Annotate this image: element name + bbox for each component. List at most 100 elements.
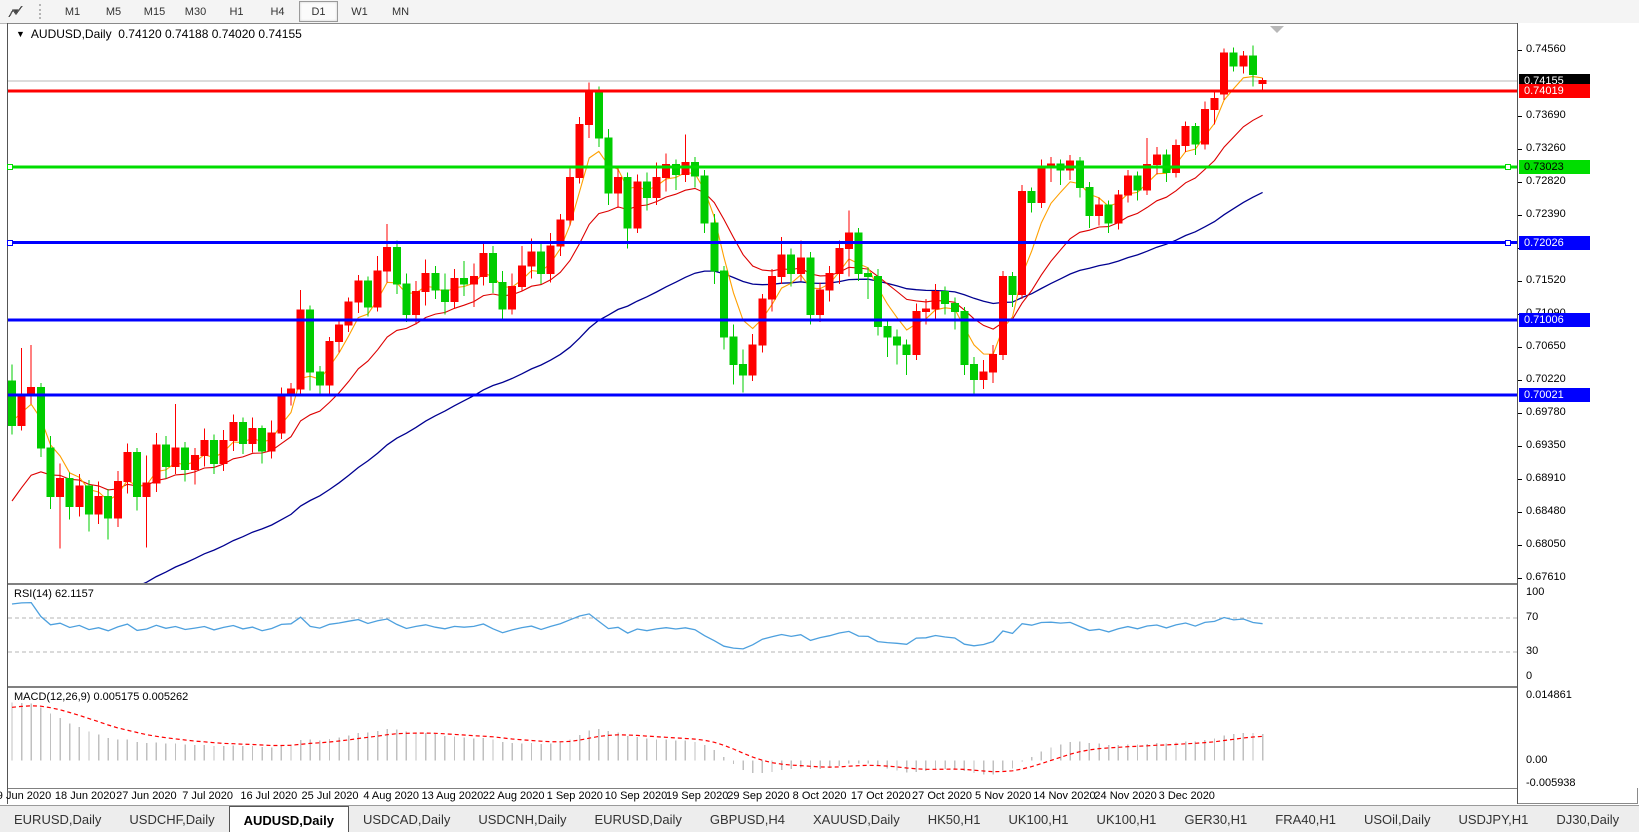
- price-badge-support-line-3: 0.70021: [1519, 387, 1590, 402]
- price-tick-label: 0.73260: [1526, 141, 1566, 154]
- price-tick-label: 0.67610: [1526, 571, 1566, 583]
- timeframe-button-m30[interactable]: M30: [184, 5, 207, 18]
- chart-tab-gbpusd-h4[interactable]: GBPUSD,H4: [709, 812, 786, 827]
- date-tick-label: 16 Jul 2020: [240, 790, 298, 802]
- date-tick-label: 1 Sep 2020: [546, 790, 603, 802]
- date-tick-label: 18 Jun 2020: [54, 790, 116, 802]
- price-badge-support-line-green: 0.73023: [1519, 159, 1590, 174]
- timeframe-toolbar: ▼ M1 M5 M15 M30 H1 H4 D1 W1 MN: [0, 0, 1639, 24]
- price-chart[interactable]: [8, 40, 1517, 583]
- window-left-border: [7, 23, 8, 804]
- line-handle[interactable]: [1505, 163, 1511, 170]
- chart-tab-fra40-h1[interactable]: FRA40,H1: [1275, 812, 1336, 827]
- line-handle[interactable]: [7, 239, 13, 246]
- line-handle[interactable]: [7, 163, 13, 170]
- rsi-axis-label: 70: [1526, 611, 1539, 624]
- timeframe-button-h4[interactable]: H4: [270, 5, 285, 18]
- chart-tab-usdcad-daily[interactable]: USDCAD,Daily: [362, 812, 451, 827]
- axis-tick: [1518, 511, 1522, 513]
- date-tick-label: 4 Aug 2020: [363, 790, 420, 802]
- chart-symbol-label: AUDUSD,Daily: [30, 27, 112, 41]
- chevron-down-icon[interactable]: ▼: [12, 6, 20, 16]
- axis-tick: [1518, 413, 1522, 415]
- price-tick-label: 0.68480: [1526, 504, 1566, 517]
- timeframe-button-m1[interactable]: M1: [64, 5, 81, 18]
- chart-tabs-bar: EURUSD,Daily USDCHF,Daily AUDUSD,Daily USDC…: [0, 805, 1639, 832]
- axis-tick: [1518, 578, 1522, 579]
- chart-tab-ger30-h1[interactable]: GER30,H1: [1184, 812, 1248, 827]
- macd-axis-label: 0.014861: [1526, 689, 1572, 701]
- price-tick-label: 0.69350: [1526, 438, 1566, 451]
- chart-title: ▼ AUDUSD,Daily 0.74120 0.74188 0.74020 0.…: [16, 27, 302, 41]
- date-tick-label: 7 Jul 2020: [182, 790, 233, 802]
- chart-tab-china300-h1[interactable]: CHINA300,H1: [1633, 806, 1639, 832]
- line-handle[interactable]: [1505, 239, 1511, 246]
- chart-tab-hk50-h1[interactable]: HK50,H1: [927, 812, 981, 827]
- price-tick-label: 0.68050: [1526, 537, 1566, 550]
- date-tick-label: 22 Aug 2020: [482, 790, 545, 802]
- price-tick-label: 0.71520: [1526, 273, 1566, 286]
- axis-separator[interactable]: [1517, 23, 1518, 804]
- price-tick-label: 0.73690: [1526, 109, 1566, 122]
- macd-label: MACD(12,26,9) 0.005175 0.005262: [14, 691, 189, 703]
- price-tick-label: 0.70650: [1526, 340, 1566, 353]
- price-badge-support-line-1: 0.72026: [1519, 235, 1590, 250]
- price-badge-support-line-2: 0.71006: [1519, 313, 1590, 327]
- axis-tick: [1518, 544, 1522, 546]
- price-tick-label: 0.72390: [1526, 207, 1566, 220]
- axis-tick: [1518, 479, 1522, 481]
- chart-tab-usoil-daily[interactable]: USOil,Daily: [1364, 812, 1431, 827]
- axis-tick: [1518, 445, 1522, 447]
- chart-tab-dj30-daily[interactable]: DJ30,Daily: [1556, 812, 1620, 827]
- line-studies-icon[interactable]: ▼: [3, 2, 29, 21]
- price-tick-label: 0.70220: [1526, 372, 1566, 385]
- rsi-label: RSI(14) 62.1157: [14, 588, 94, 600]
- chart-tab-usdchf-daily[interactable]: USDCHF,Daily: [129, 812, 215, 827]
- date-tick-label: 25 Jul 2020: [301, 790, 359, 802]
- timeframe-button-m5[interactable]: M5: [105, 5, 122, 18]
- date-tick-label: 13 Aug 2020: [421, 790, 484, 802]
- chart-tab-uk100-h1[interactable]: UK100,H1: [1008, 812, 1069, 827]
- price-tick-label: 0.74560: [1526, 43, 1566, 55]
- axis-tick: [1518, 280, 1522, 282]
- timeframe-button-w1[interactable]: W1: [351, 5, 368, 18]
- macd-chart[interactable]: [8, 688, 1517, 788]
- timeframe-button-h1[interactable]: H1: [229, 5, 244, 18]
- rsi-axis-label: 30: [1526, 644, 1539, 657]
- chart-tab-usdcnh-daily[interactable]: USDCNH,Daily: [478, 812, 567, 827]
- chart-tab-eurusd-daily[interactable]: EURUSD,Daily: [594, 812, 682, 827]
- date-tick-label: 27 Jun 2020: [116, 790, 177, 802]
- date-tick-label: 29 Sep 2020: [727, 790, 790, 802]
- timeframe-button-mn[interactable]: MN: [391, 5, 410, 18]
- axis-tick: [1518, 347, 1522, 349]
- date-tick-label: 10 Sep 2020: [604, 790, 668, 802]
- price-badge-resistance-line: 0.74019: [1519, 84, 1590, 99]
- timeframe-button-d1[interactable]: D1: [299, 1, 338, 22]
- chart-tab-uk100-h1[interactable]: UK100,H1: [1096, 812, 1157, 827]
- rsi-chart[interactable]: [8, 585, 1517, 686]
- price-axis[interactable]: 0.745600.736900.732600.728200.723900.719…: [1518, 23, 1639, 789]
- toolbar-grip[interactable]: [39, 4, 46, 19]
- panel-separator[interactable]: [8, 583, 1517, 585]
- chart-tab-eurusd-daily[interactable]: EURUSD,Daily: [14, 812, 102, 827]
- timeframe-button-m15[interactable]: M15: [143, 5, 166, 18]
- date-tick-label: 8 Oct 2020: [792, 790, 847, 802]
- panel-separator: [8, 788, 1517, 789]
- chart-tab-audusd-daily[interactable]: AUDUSD,Daily: [228, 806, 349, 832]
- date-tick-label: 5 Nov 2020: [975, 790, 1032, 802]
- price-tick-label: 0.69780: [1526, 406, 1566, 419]
- date-tick-label: 14 Nov 2020: [1033, 790, 1096, 802]
- date-tick-label: 3 Dec 2020: [1158, 790, 1215, 802]
- chart-tab-xauusd-daily[interactable]: XAUUSD,Daily: [813, 812, 900, 827]
- axis-tick: [1518, 379, 1522, 381]
- axis-tick: [1518, 214, 1522, 216]
- axis-tick: [1518, 148, 1522, 150]
- date-axis[interactable]: 9 Jun 2020 18 Jun 2020 27 Jun 2020 7 Jul 20…: [0, 789, 1517, 805]
- chart-tab-usdjpy-h1[interactable]: USDJPY,H1: [1458, 812, 1529, 827]
- collapse-triangle-icon[interactable]: ▼: [16, 29, 25, 39]
- price-tick-label: 0.72820: [1526, 175, 1566, 188]
- panel-separator[interactable]: [8, 686, 1517, 688]
- shift-marker-icon[interactable]: [1270, 26, 1284, 33]
- axis-tick: [1518, 50, 1522, 51]
